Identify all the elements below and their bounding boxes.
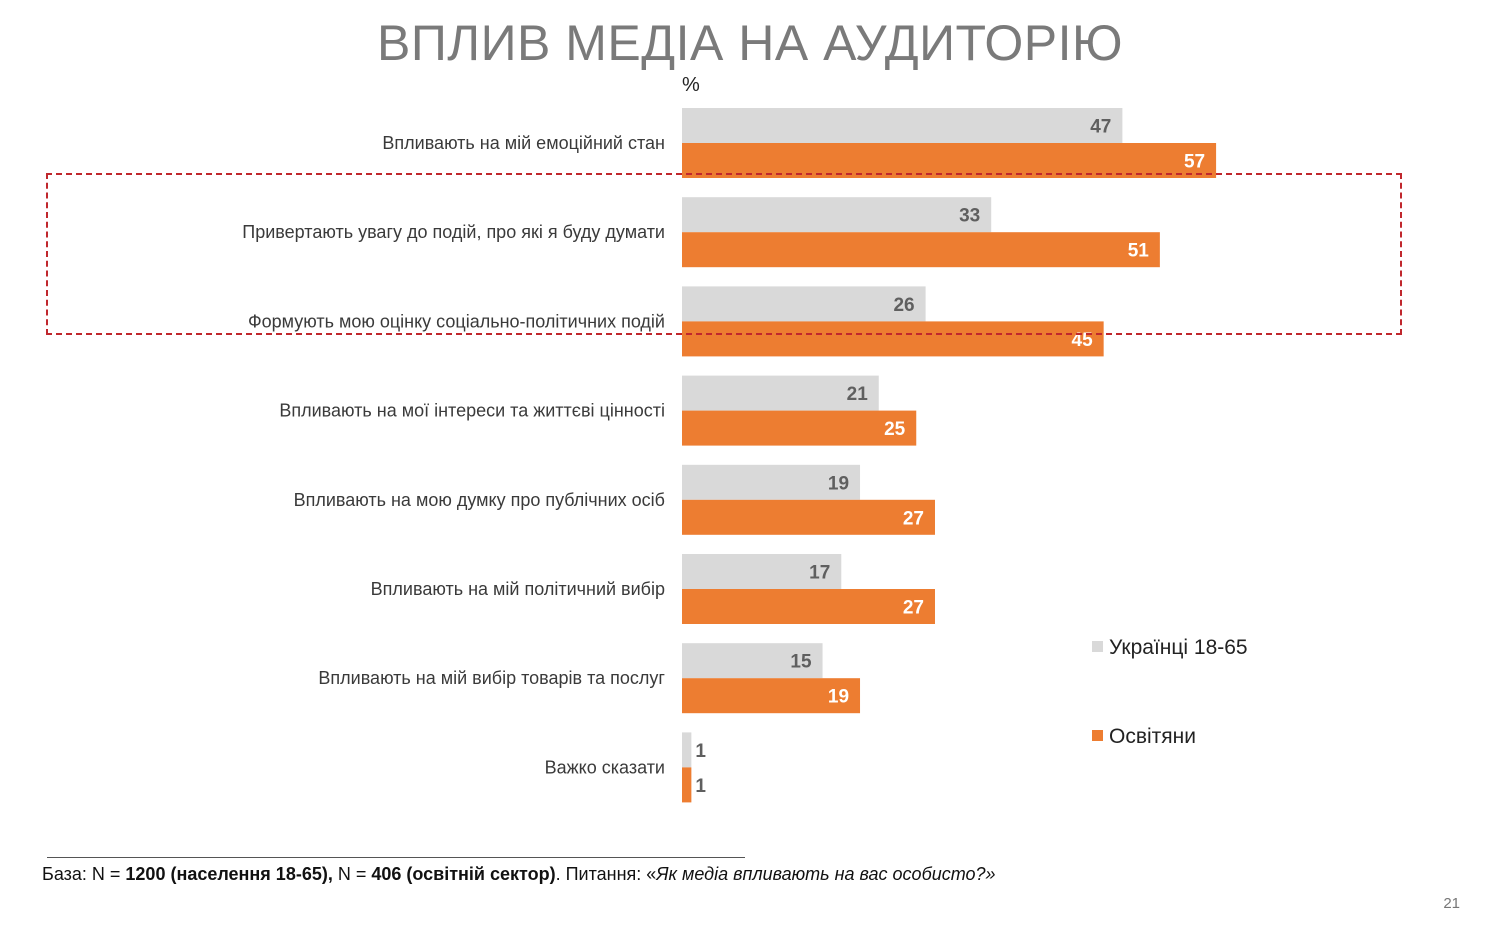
category-label: Впливають на мою думку про публічних осі… [294,490,665,510]
category-label: Важко сказати [545,757,665,777]
bar-series-0 [682,464,861,500]
category-label: Формують мою оцінку соціально-політичних… [248,311,665,331]
category-label: Впливають на мій емоційний стан [382,133,665,153]
legend-item-series-0: Українці 18-65 [1092,636,1248,660]
footer-sample-2: 406 (освітній сектор) [371,864,556,884]
page-number: 21 [1443,895,1460,912]
footer-divider [47,857,745,858]
data-label-series-1: 27 [903,598,924,619]
data-label-series-0: 1 [695,741,706,762]
data-label-series-0: 17 [809,563,830,584]
data-label-series-0: 21 [847,384,869,405]
bar-series-0 [682,197,992,233]
data-label-series-0: 19 [828,473,849,494]
bar-series-0 [682,554,842,589]
bar-series-0 [682,732,692,768]
bar-series-1 [682,678,861,714]
page-title: ВПЛИВ МЕДІА НА АУДИТОРІЮ [376,15,1124,71]
bar-series-1 [682,767,692,803]
data-label-series-0: 47 [1090,117,1111,138]
category-label: Впливають на мій вибір товарів та послуг [318,668,665,688]
legend-label-series-0: Українці 18-65 [1109,636,1248,659]
data-label-series-0: 26 [893,295,914,316]
data-label-series-1: 51 [1128,241,1150,262]
data-label-series-0: 33 [959,206,980,227]
bar-chart: Впливають на мій емоційний стан 47 57 Приве… [242,108,1217,803]
bar-series-1 [682,143,1217,178]
legend-label-series-1: Освітяни [1109,725,1196,748]
legend-item-series-1: Освітяни [1092,725,1196,749]
legend-swatch-series-0 [1092,641,1103,652]
bar-series-1 [682,321,1104,357]
category-label: Привертають увагу до подій, про які я бу… [242,222,665,242]
bar-series-1 [682,410,917,446]
bar-series-1 [682,232,1160,268]
bar-series-0 [682,375,879,411]
bar-series-0 [682,108,1123,143]
data-label-series-1: 45 [1072,330,1094,351]
data-label-series-1: 27 [903,508,924,529]
footer-mid: N = [332,864,372,884]
category-label: Впливають на мій політичний вибір [371,579,665,599]
data-label-series-1: 57 [1184,152,1205,173]
data-label-series-1: 19 [828,687,849,708]
category-label: Впливають на мої інтереси та життєві цін… [279,401,665,421]
data-label-series-1: 25 [884,419,906,440]
bar-series-1 [682,499,935,535]
bar-series-0 [682,643,823,679]
footer-note: База: N = 1200 (населення 18-65), N = 40… [42,864,996,885]
bar-series-0 [682,286,926,322]
footer-sample-1: 1200 (населення 18-65), [125,864,333,884]
footer-question: Як медіа впливають на вас особисто?» [656,864,996,884]
legend-swatch-series-1 [1092,730,1103,741]
unit-label: % [682,74,700,96]
footer-question-prefix: . Питання: « [555,864,657,884]
bar-series-1 [682,589,935,624]
footer-prefix: База: N = [42,864,126,884]
data-label-series-1: 1 [695,776,706,797]
data-label-series-0: 15 [790,652,812,673]
